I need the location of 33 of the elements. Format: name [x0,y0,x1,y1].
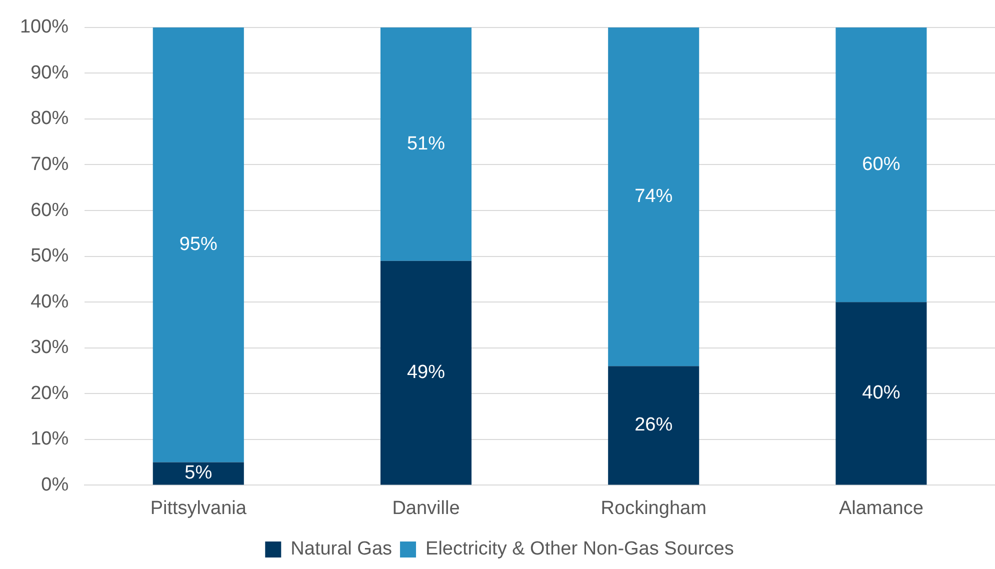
data-label: 95% [179,234,218,256]
y-tick-label: 80% [30,108,69,130]
y-tick-label: 50% [30,246,69,267]
legend-label: Electricity & Other Non-Gas Sources [426,538,734,560]
y-tick-label: 20% [30,382,69,404]
y-tick-label: 40% [30,291,69,312]
data-label: 49% [406,362,446,384]
bar [152,27,244,462]
x-tick-label: Alamance [838,498,924,519]
bar [836,302,927,485]
y-tick-label: 60% [30,200,69,221]
x-tick-label: Pittsylvania [150,498,247,519]
bar [380,260,472,485]
bar [380,27,472,261]
data-label: 74% [634,186,673,208]
y-tick-label: 90% [30,62,69,84]
data-label: 60% [862,154,900,175]
bar [836,27,927,302]
y-tick-label: 70% [30,154,69,175]
data-label: 51% [406,133,446,154]
y-tick-label: 100% [20,16,69,38]
bar [608,27,700,366]
bar [152,462,244,485]
y-tick-label: 30% [30,337,69,358]
data-label: 26% [634,414,673,436]
y-tick-label: 10% [30,428,69,450]
x-tick-label: Rockingham [600,498,706,519]
data-label: 40% [862,382,900,404]
legend-label: Natural Gas [290,538,392,560]
bar [608,366,700,485]
x-tick-label: Danville [392,498,460,519]
y-tick-label: 0% [41,474,69,496]
data-label: 5% [184,462,212,484]
